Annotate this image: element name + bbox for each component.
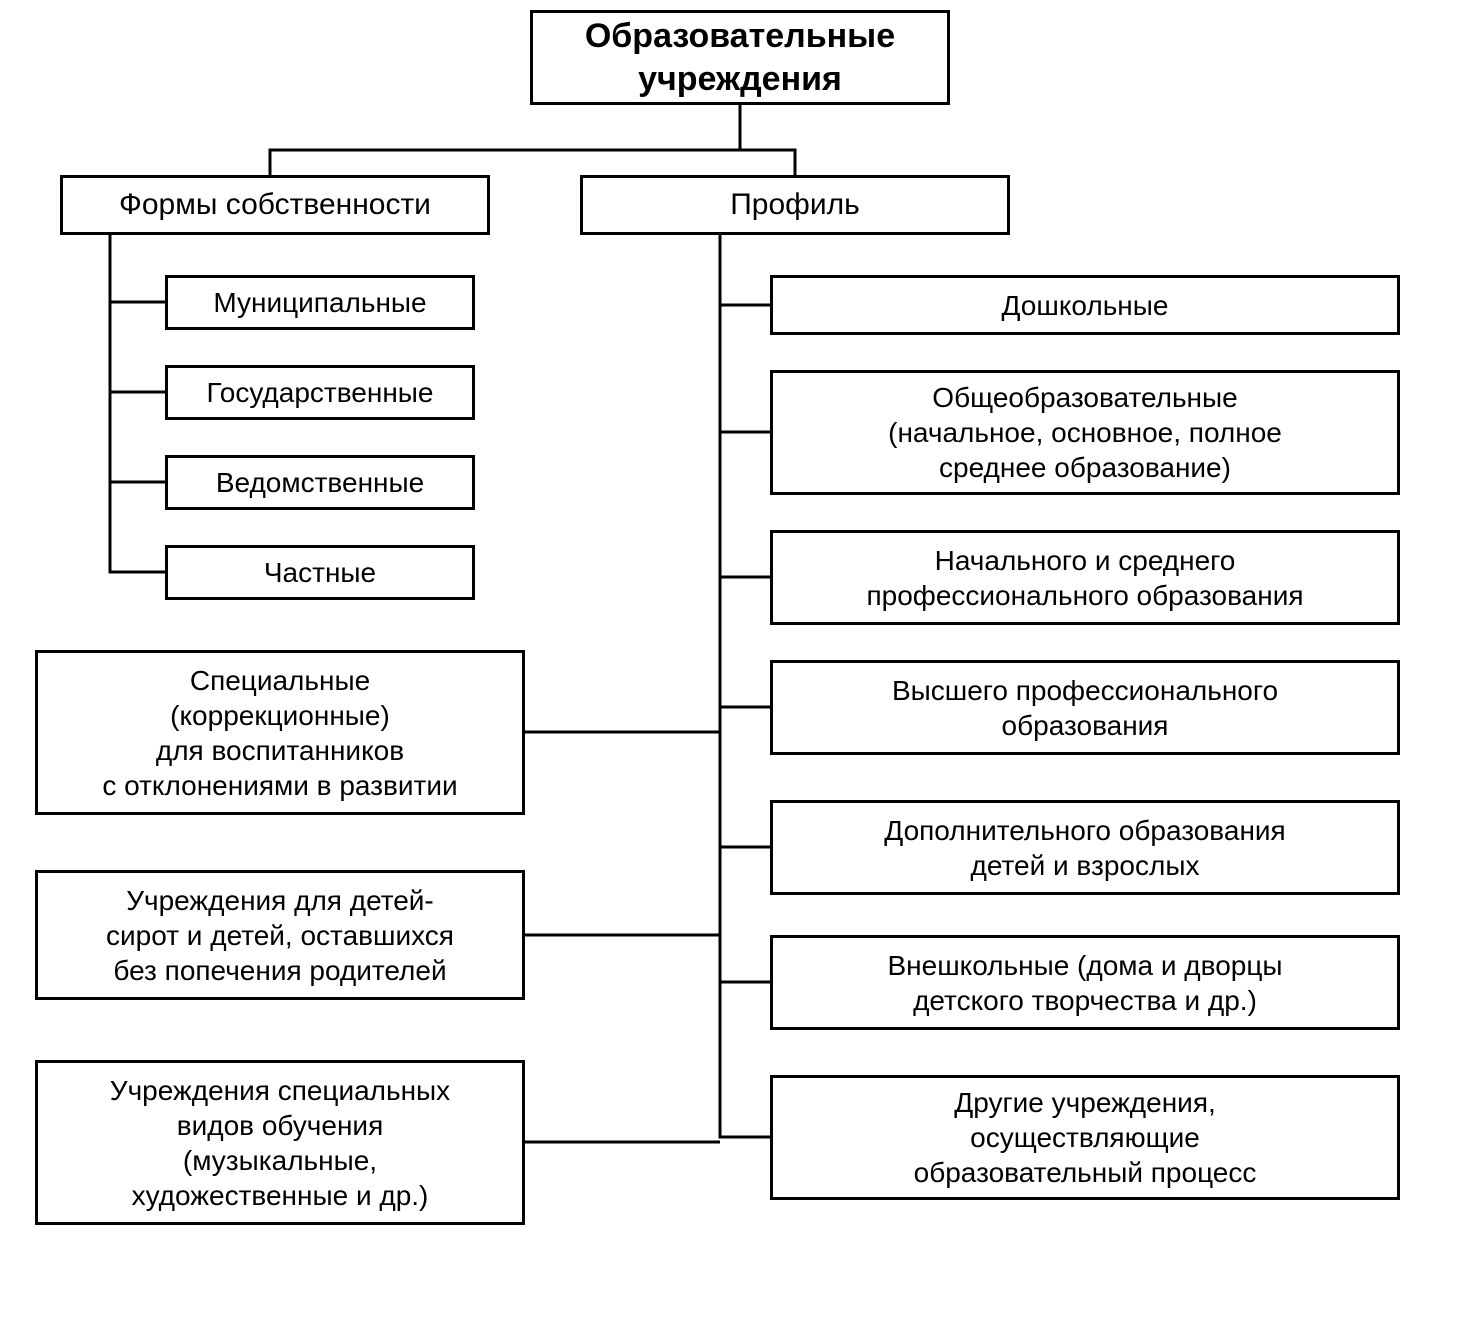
node-label: Профиль [730,186,860,224]
node-prof-orphans: Учреждения для детей-сирот и детей, оста… [35,870,525,1000]
edge-ownership-own3 [110,235,165,482]
edge-root-ownership [270,105,740,175]
node-prof-vocational: Начального и среднегопрофессионального о… [770,530,1400,625]
node-prof-preschool: Дошкольные [770,275,1400,335]
node-label: Формы собственности [119,186,431,224]
edge-profile-prof7 [720,235,770,1137]
node-label: Начального и среднегопрофессионального о… [866,543,1303,613]
node-label: Государственные [207,375,434,410]
node-label: Частные [264,555,376,590]
node-label: Учреждения для детей-сирот и детей, оста… [106,883,454,988]
node-prof-music-art: Учреждения специальныхвидов обучения(муз… [35,1060,525,1225]
edge-root-profile [740,105,795,175]
node-own-state: Государственные [165,365,475,420]
node-label: Внешкольные (дома и дворцыдетского творч… [887,948,1282,1018]
node-label: Дошкольные [1002,288,1169,323]
node-prof-special: Специальные(коррекционные)для воспитанни… [35,650,525,815]
node-own-departmental: Ведомственные [165,455,475,510]
edge-profile-prof1 [720,235,770,305]
edge-profile-prof5 [720,235,770,847]
node-own-municipal: Муниципальные [165,275,475,330]
node-label: Муниципальные [213,285,426,320]
node-ownership: Формы собственности [60,175,490,235]
edge-ownership-own4 [110,235,165,572]
node-label: Высшего профессиональногообразования [892,673,1278,743]
node-label: Специальные(коррекционные)для воспитанни… [102,663,457,803]
node-prof-general: Общеобразовательные(начальное, основное,… [770,370,1400,495]
edge-profile-prof4 [720,235,770,707]
node-own-private: Частные [165,545,475,600]
node-root: Образовательныеучреждения [530,10,950,105]
node-profile: Профиль [580,175,1010,235]
node-label: Ведомственные [216,465,424,500]
edge-ownership-own2 [110,235,165,392]
node-label: Дополнительного образованиядетей и взрос… [884,813,1285,883]
edge-ownership-own1 [110,235,165,302]
diagram-canvas: Образовательныеучреждения Формы собствен… [0,0,1474,1343]
edge-profile-prof6 [720,235,770,982]
node-prof-other: Другие учреждения,осуществляющиеобразова… [770,1075,1400,1200]
node-label: Другие учреждения,осуществляющиеобразова… [914,1085,1257,1190]
edge-profile-prof3 [720,235,770,577]
node-prof-higher: Высшего профессиональногообразования [770,660,1400,755]
node-label: Учреждения специальныхвидов обучения(муз… [110,1073,450,1213]
edge-profile-prof2 [720,235,770,432]
node-label: Образовательныеучреждения [585,15,895,100]
node-label: Общеобразовательные(начальное, основное,… [888,380,1282,485]
node-prof-additional: Дополнительного образованиядетей и взрос… [770,800,1400,895]
node-prof-extraschool: Внешкольные (дома и дворцыдетского творч… [770,935,1400,1030]
